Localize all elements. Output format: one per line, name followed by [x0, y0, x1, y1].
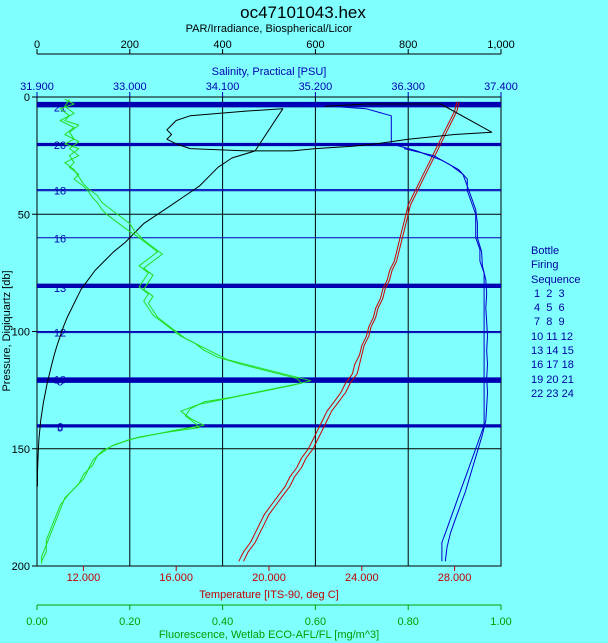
temperature-axis-title: Temperature [ITS-90, deg C] — [199, 589, 338, 601]
series-line-fluorescence-5 — [41, 98, 302, 564]
legend-row-4: 13 14 15 — [531, 345, 574, 358]
par-tick-label-2: 400 — [213, 39, 231, 51]
temperature-tick-label-4: 28.000 — [438, 572, 472, 584]
bottle-firing-legend: Bottle Firing Sequence 1 2 3 4 5 6 7 8 9 10… — [531, 244, 581, 401]
temperature-tick-label-1: 16.000 — [159, 572, 193, 584]
series-line-par-4 — [37, 103, 493, 487]
bottle-label-8: 8 — [57, 377, 63, 389]
y-tick-label-1: 50 — [18, 209, 30, 221]
legend-row-3: 10 11 12 — [531, 330, 574, 343]
series-line-fluorescence-6 — [41, 99, 312, 562]
fluorescence-tick-label-5: 1.00 — [490, 616, 511, 628]
par-tick-label-3: 600 — [306, 39, 324, 51]
fluorescence-tick-label-2: 0.40 — [212, 616, 233, 628]
fluorescence-tick-label-1: 0.20 — [119, 616, 140, 628]
fluorescence-tick-label-4: 0.80 — [397, 616, 418, 628]
bottle-label-12: 12 — [54, 328, 66, 340]
y-tick-label-4: 200 — [12, 561, 30, 573]
par-tick-label-5: 1,000 — [487, 39, 515, 51]
series-line-temperature-1 — [243, 101, 460, 562]
series-line-temperature-0 — [238, 101, 458, 562]
y-tick-label-0: 0 — [24, 92, 30, 104]
legend-row-5: 16 17 18 — [531, 359, 574, 372]
legend-title: Bottle Firing Sequence — [531, 244, 581, 287]
chart-title: oc47101043.hex — [240, 3, 366, 22]
legend-title-line-2: Sequence — [531, 273, 581, 286]
bottle-label-5: 5 — [57, 422, 63, 434]
bottle-label-10: 10 — [54, 374, 66, 386]
fluorescence-tick-label-0: 0.00 — [26, 616, 47, 628]
y-tick-label-2: 100 — [12, 327, 30, 339]
salinity-tick-label-1: 33.000 — [113, 81, 147, 93]
salinity-axis-title: Salinity, Practical [PSU] — [212, 66, 327, 78]
salinity-tick-label-0: 31.900 — [20, 81, 54, 93]
series-layer — [37, 98, 493, 564]
salinity-tick-label-4: 36.300 — [391, 81, 425, 93]
par-tick-label-0: 0 — [34, 39, 40, 51]
salinity-tick-label-2: 34.100 — [206, 81, 240, 93]
salinity-tick-label-3: 35.200 — [299, 81, 333, 93]
bottle-label-18: 18 — [54, 186, 66, 198]
bottle-label-13: 13 — [54, 283, 66, 295]
temperature-tick-label-2: 20.000 — [252, 572, 286, 584]
bottle-label-6: 6 — [57, 421, 63, 433]
temperature-tick-label-3: 24.000 — [345, 572, 379, 584]
legend-row-2: 7 8 9 — [531, 316, 565, 329]
bottle-label-20: 20 — [54, 140, 66, 152]
legend-row-7: 22 23 24 — [531, 387, 574, 400]
legend-title-line-1: Firing — [531, 259, 559, 272]
y-tick-label-3: 150 — [12, 444, 30, 456]
legend-row-6: 19 20 21 — [531, 373, 574, 386]
legend-row-0: 1 2 3 — [531, 287, 565, 300]
bottle-label-16: 16 — [54, 234, 66, 246]
legend-rows: 1 2 3 4 5 6 7 8 9 10 11 12 13 14 15 16 17 1… — [531, 287, 581, 401]
temperature-tick-label-0: 12.000 — [67, 572, 101, 584]
salinity-tick-label-5: 37.400 — [484, 81, 518, 93]
axes-layer: 0 50 100 150 200 0 200 400 600 800 1,000 PAR/Irradi… — [12, 23, 518, 641]
y-axis-title: Pressure, Digiquartz [db] — [1, 270, 13, 391]
fluorescence-axis-title: Fluorescence, Wetlab ECO-AFL/FL [mg/m^3] — [159, 629, 379, 641]
par-tick-label-4: 800 — [399, 39, 417, 51]
series-line-salinity-3 — [403, 148, 488, 562]
par-tick-label-1: 200 — [121, 39, 139, 51]
legend-title-line-0: Bottle — [531, 245, 560, 257]
fluorescence-tick-label-3: 0.60 — [305, 616, 326, 628]
par-axis-title: PAR/Irradiance, Biospherical/Licor — [186, 23, 353, 35]
legend-row-1: 4 5 6 — [531, 302, 565, 315]
